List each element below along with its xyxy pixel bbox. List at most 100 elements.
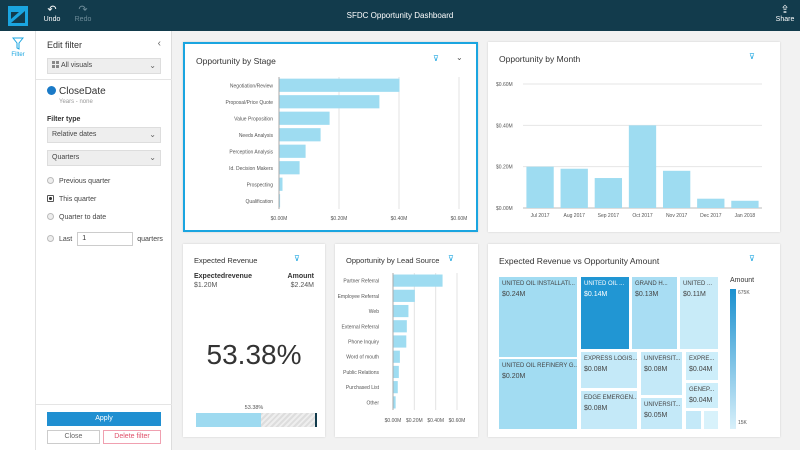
category-label: Negotiation/Review xyxy=(230,83,273,89)
divider xyxy=(36,79,172,80)
bar xyxy=(526,166,554,208)
filter-icon[interactable]: ⊽ xyxy=(448,254,454,263)
stage-chart-card[interactable]: Opportunity by Stage ⊽ ⌄ $0.00M $0.20M $0.… xyxy=(183,42,478,232)
radio-quarter-to-date[interactable]: Quarter to date xyxy=(47,213,106,221)
cell-label: UNITED OIL ... xyxy=(584,281,625,287)
legend-gradient xyxy=(730,289,736,429)
bar xyxy=(393,350,400,363)
share-button[interactable]: ⇪ Share xyxy=(770,4,800,23)
chart-title: Opportunity by Month xyxy=(499,54,581,64)
chevron-down-icon[interactable]: ⌄ xyxy=(456,53,463,62)
cell-value: $0.08M xyxy=(584,405,608,412)
y-tick-label: $0.40M xyxy=(496,123,513,129)
bar xyxy=(279,194,281,208)
x-tick-label: $0.40M xyxy=(391,216,408,222)
kpi-value-amount: $2.24M xyxy=(290,282,314,289)
x-tick-label: Dec 2017 xyxy=(700,213,722,219)
kpi-label-expected: Expectedrevenue xyxy=(194,273,252,280)
category-label: Prospecting xyxy=(247,182,274,188)
filter-icon[interactable]: ⊽ xyxy=(749,254,755,263)
month-bar-chart: $0.00M $0.20M $0.40M $0.60M Jul 2017 Aug 2017… xyxy=(496,82,762,219)
cell-value: $0.08M xyxy=(644,366,668,373)
x-tick-label: $0.40M xyxy=(427,418,444,424)
progress-bar xyxy=(196,413,317,427)
treemap-cell[interactable] xyxy=(685,410,702,430)
field-name: CloseDate xyxy=(47,86,106,97)
treemap-cell[interactable]: UNITED ... $0.11M xyxy=(679,276,719,350)
month-chart-card[interactable]: Opportunity by Month ⊽ $0.00M $0.20M $0.40… xyxy=(488,42,780,232)
period-select[interactable]: Quarters ⌄ xyxy=(47,150,161,166)
treemap-cell[interactable]: UNIVERSIT... $0.08M xyxy=(640,351,683,396)
treemap-cell[interactable]: GRAND H... $0.13M xyxy=(631,276,678,350)
treemap-cell[interactable] xyxy=(703,410,719,430)
close-button[interactable]: Close xyxy=(47,430,100,444)
radio-button[interactable] xyxy=(47,195,54,202)
treemap-cell[interactable]: UNITED OIL ... $0.14M xyxy=(580,276,630,350)
share-icon: ⇪ xyxy=(780,4,790,16)
bar xyxy=(393,335,407,348)
x-tick-label: Oct 2017 xyxy=(632,213,653,219)
app-title: SFDC Opportunity Dashboard xyxy=(346,11,454,20)
treemap-cell[interactable]: UNITED OIL REFINERY G... $0.20M xyxy=(498,358,578,430)
filter-icon[interactable]: ⊽ xyxy=(294,254,300,263)
x-tick-label: $0.60M xyxy=(451,216,468,222)
x-tick-label: $0.00M xyxy=(271,216,288,222)
treemap-cell[interactable]: GENEP... $0.04M xyxy=(685,382,719,409)
cell-value: $0.24M xyxy=(502,291,526,298)
progress-target-marker xyxy=(315,413,317,427)
divider xyxy=(36,404,172,405)
radio-button[interactable] xyxy=(47,177,54,184)
filter-icon[interactable]: ⊽ xyxy=(749,52,755,61)
category-label: Id. Decision Makers xyxy=(229,166,273,172)
bar xyxy=(279,144,306,158)
lead-source-chart-card[interactable]: Opportunity by Lead Source ⊽ $0.00M $0.20… xyxy=(335,244,478,437)
legend-title: Amount xyxy=(730,277,755,284)
treemap-cell[interactable]: EXPRE... $0.04M xyxy=(685,351,719,381)
y-tick-label: $0.60M xyxy=(496,82,513,88)
category-label: Other xyxy=(366,400,379,406)
lead-source-bar-chart: $0.00M $0.20M $0.40M $0.60M Partner Referral… xyxy=(338,273,466,424)
collapse-panel-button[interactable]: ‹ xyxy=(157,38,161,49)
x-tick-label: $0.60M xyxy=(449,418,466,424)
bar xyxy=(393,289,415,302)
scope-select[interactable]: All visuals ⌄ xyxy=(47,58,161,74)
radio-button[interactable] xyxy=(47,213,54,220)
filter-type-select[interactable]: Relative dates ⌄ xyxy=(47,127,161,143)
treemap-cell[interactable]: UNIVERSIT... $0.05M xyxy=(640,397,683,430)
last-count-input[interactable]: 1 xyxy=(77,232,134,246)
kpi-value-expected: $1.20M xyxy=(194,282,218,289)
treemap-cell[interactable]: EDGE EMERGEN... $0.08M xyxy=(580,390,638,430)
filter-icon[interactable]: ⊽ xyxy=(433,54,439,63)
category-label: Needs Analysis xyxy=(239,133,274,139)
radio-previous-quarter[interactable]: Previous quarter xyxy=(47,177,110,185)
undo-button[interactable]: ↶ Undo xyxy=(37,4,67,23)
radio-button[interactable] xyxy=(47,234,54,242)
radio-this-quarter[interactable]: This quarter xyxy=(47,195,96,203)
x-tick-label: Nov 2017 xyxy=(666,213,688,219)
chart-title: Expected Revenue vs Opportunity Amount xyxy=(499,256,660,266)
treemap-cell[interactable]: EXPRESS LOGIS... $0.08M xyxy=(580,351,638,389)
delete-filter-button[interactable]: Delete filter xyxy=(103,430,161,444)
bar xyxy=(393,274,443,287)
filter-type-label: Filter type xyxy=(47,116,81,123)
rail-filter-button[interactable]: Filter xyxy=(0,37,36,58)
stage-bar-chart: $0.00M $0.20M $0.40M $0.60M Negotiation/Revi… xyxy=(225,77,468,222)
cell-value: $0.14M xyxy=(584,291,608,298)
bar xyxy=(628,125,657,208)
radio-last[interactable]: Last 1 quarters xyxy=(47,232,163,246)
kpi-label-amount: Amount xyxy=(287,273,314,280)
undo-icon: ↶ xyxy=(47,4,57,16)
treemap-cell[interactable]: UNITED OIL INSTALLATI... $0.24M xyxy=(498,276,578,358)
expected-revenue-card[interactable]: Expected Revenue ⊽ Expectedrevenue $1.20… xyxy=(183,244,325,437)
redo-icon: ↷ xyxy=(78,4,88,16)
cell-value: $0.20M xyxy=(502,373,526,380)
legend-min: 15K xyxy=(738,420,747,426)
cell-label: UNITED OIL INSTALLATI... xyxy=(502,281,575,287)
cell-value: $0.08M xyxy=(584,366,608,373)
bar xyxy=(393,381,398,394)
treemap-card[interactable]: Expected Revenue vs Opportunity Amount ⊽… xyxy=(488,244,780,437)
category-label: Employee Referral xyxy=(338,294,379,300)
field-subtitle: Years - none xyxy=(59,99,93,105)
apply-button[interactable]: Apply xyxy=(47,412,161,426)
redo-button[interactable]: ↷ Redo xyxy=(68,4,98,23)
